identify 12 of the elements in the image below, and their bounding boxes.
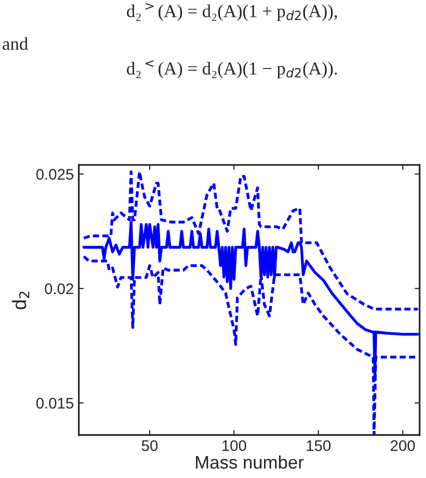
text: d₂$^{<}$(A) = d₂(A)(1 − p$_{d2}$(A)). [126, 60, 337, 78]
y-axis-title: d$_{2}$ [12, 292, 30, 310]
y-tick-label: 0.015 [36, 398, 74, 409]
y-tick-label: 0.02 [44, 283, 74, 294]
text: and [2, 37, 28, 50]
x-tick-label: 150 [306, 440, 331, 452]
x-tick-label: 100 [222, 440, 246, 452]
text: d₂$^{>}$(A) = d₂(A)(1 + p$_{d2}$(A)), [126, 2, 337, 21]
x-tick-label: 200 [390, 440, 415, 452]
x-axis-title: Mass number [196, 455, 304, 469]
x-tick-label: 50 [142, 440, 158, 452]
y-tick-label: 0.025 [36, 168, 74, 180]
